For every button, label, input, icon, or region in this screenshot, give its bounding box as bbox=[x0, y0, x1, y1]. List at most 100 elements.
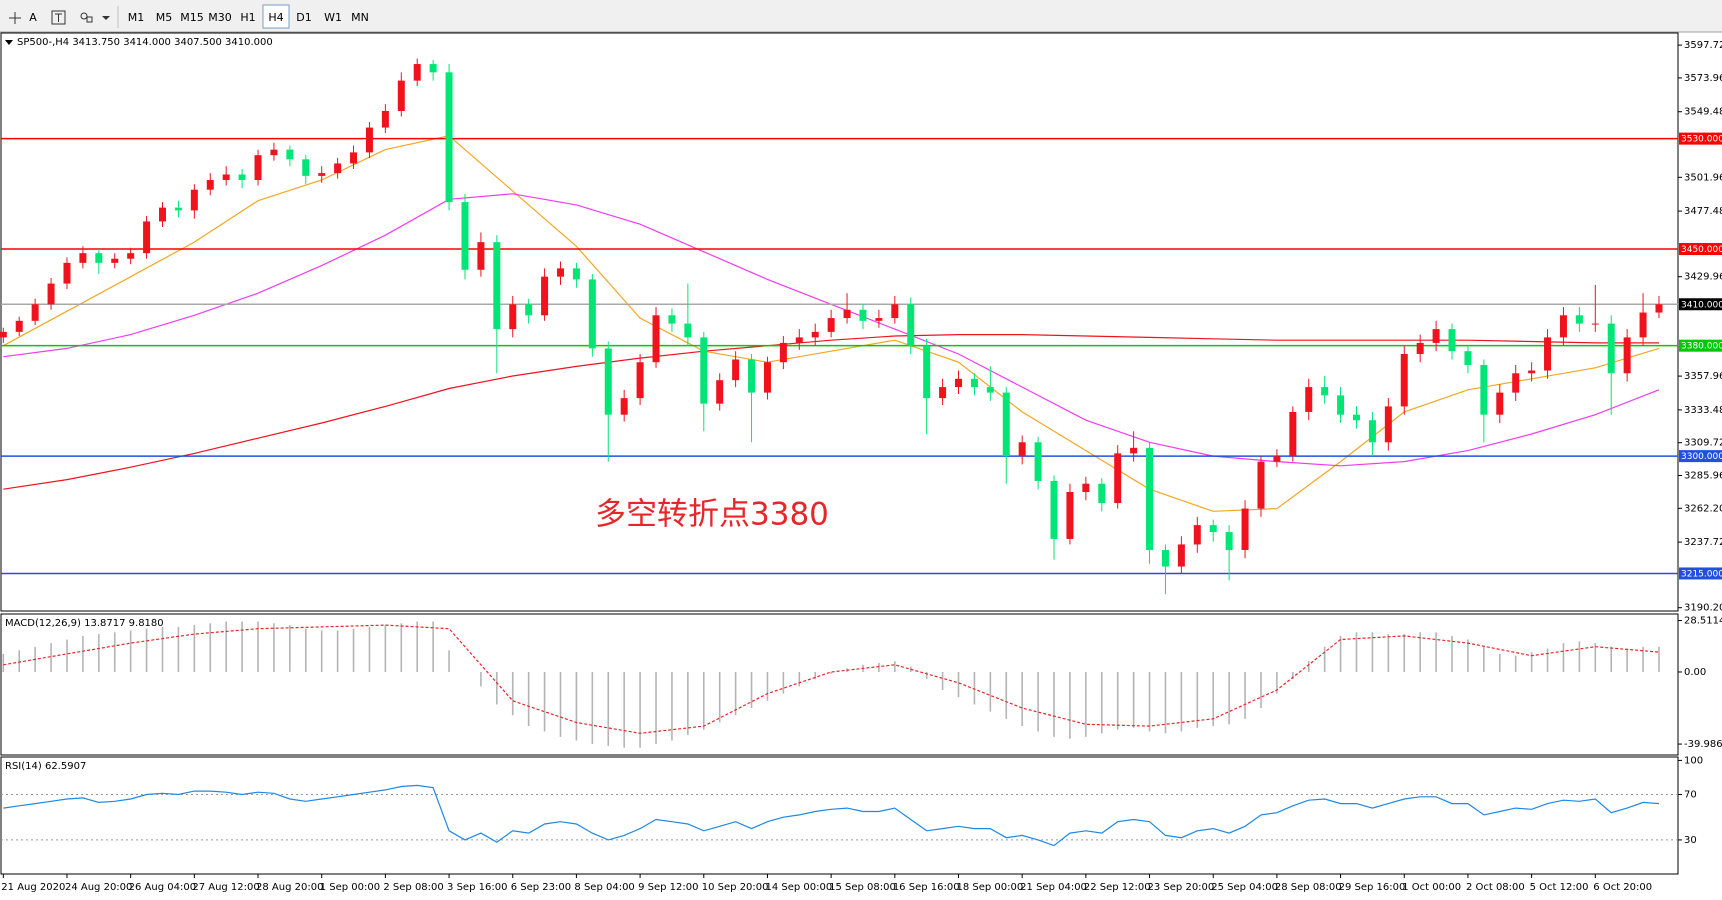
candle-body bbox=[541, 276, 549, 316]
level-label-box bbox=[1679, 450, 1722, 463]
candle-body bbox=[509, 304, 517, 330]
toolbar bbox=[0, 0, 1722, 32]
x-tick-label: 29 Sep 16:00 bbox=[1339, 882, 1406, 893]
candle-body bbox=[1257, 461, 1265, 509]
candle-body bbox=[1177, 544, 1185, 567]
candle-body bbox=[811, 331, 819, 338]
candle-body bbox=[445, 72, 453, 203]
candle-body bbox=[1034, 442, 1042, 481]
label-tool-icon[interactable] bbox=[51, 10, 66, 25]
candle-body bbox=[732, 359, 740, 381]
candle-body bbox=[0, 331, 7, 338]
timeframe-button[interactable]: H4 bbox=[268, 11, 283, 24]
timeframe-button[interactable]: MN bbox=[351, 11, 369, 24]
timeframe-button[interactable]: M5 bbox=[156, 11, 173, 24]
level-label: 3215.000 bbox=[1681, 569, 1722, 579]
x-tick-label: 10 Sep 20:00 bbox=[702, 882, 769, 893]
panel-menu-icon[interactable] bbox=[5, 40, 13, 45]
y-tick-label: 3357.960 bbox=[1684, 371, 1722, 382]
candle-body bbox=[222, 174, 230, 181]
y-tick-label: 3429.960 bbox=[1684, 272, 1722, 283]
candle-body bbox=[493, 242, 501, 330]
candle-body bbox=[143, 221, 151, 254]
candle-body bbox=[557, 268, 564, 277]
timeframe-button[interactable]: W1 bbox=[324, 11, 342, 24]
annotation: 多空转折点3380 bbox=[595, 497, 829, 533]
candle-body bbox=[477, 242, 485, 270]
selected-timeframe bbox=[262, 4, 290, 29]
timeframe-button[interactable]: H1 bbox=[240, 11, 255, 24]
x-tick-label: 24 Aug 20:00 bbox=[65, 882, 132, 893]
panel-title: RSI(14) 62.5907 bbox=[5, 761, 86, 772]
candle-body bbox=[716, 380, 724, 404]
candle-body bbox=[620, 398, 628, 415]
level-label: 3380.000 bbox=[1681, 342, 1722, 352]
candle-body bbox=[827, 318, 835, 332]
candle-body bbox=[1050, 480, 1058, 539]
candle-body bbox=[1512, 373, 1520, 393]
candle-body bbox=[1305, 387, 1313, 412]
x-tick-label: 21 Sep 04:00 bbox=[1020, 882, 1087, 893]
candle-body bbox=[1098, 483, 1106, 504]
y-tick-label: 3549.480 bbox=[1684, 107, 1722, 118]
candle-body bbox=[1528, 370, 1536, 374]
x-tick-label: 27 Aug 12:00 bbox=[192, 882, 259, 893]
candle-body bbox=[923, 345, 931, 399]
y-tick-label: 28.5114 bbox=[1684, 616, 1722, 627]
cursor-icon[interactable] bbox=[9, 12, 21, 24]
rsi-line bbox=[3, 784, 1660, 847]
candle-body bbox=[79, 253, 87, 263]
candle-body bbox=[1337, 395, 1345, 415]
x-tick-label: 3 Sep 16:00 bbox=[447, 882, 507, 893]
candle-body bbox=[1496, 392, 1504, 415]
candle-body bbox=[1623, 337, 1631, 374]
candle-body bbox=[1193, 525, 1201, 545]
x-tick-label: 14 Sep 00:00 bbox=[765, 882, 832, 893]
candle-body bbox=[1639, 312, 1647, 338]
y-tick-label: 3262.200 bbox=[1684, 503, 1722, 514]
candle-body bbox=[286, 149, 294, 160]
candle-body bbox=[1655, 304, 1663, 313]
shapes-icon[interactable] bbox=[80, 12, 110, 23]
candle-body bbox=[413, 64, 421, 81]
candle-body bbox=[31, 304, 39, 321]
candle-body bbox=[1018, 442, 1026, 457]
candle-body bbox=[365, 127, 373, 153]
level-label: 3410.000 bbox=[1681, 300, 1722, 310]
x-tick-label: 21 Aug 2020 bbox=[1, 882, 65, 893]
candle-body bbox=[47, 283, 55, 305]
candle-body bbox=[795, 337, 803, 343]
candle-body bbox=[1368, 420, 1376, 443]
chart-title: SP500-,H4 3413.750 3414.000 3407.500 341… bbox=[17, 37, 273, 48]
candle-body bbox=[1289, 411, 1297, 457]
candle-body bbox=[1400, 353, 1408, 407]
timeframe-button[interactable]: M15 bbox=[180, 11, 204, 24]
timeframe-button[interactable]: M1 bbox=[128, 11, 145, 24]
candle-body bbox=[190, 189, 198, 211]
candle-body bbox=[318, 173, 326, 176]
x-tick-label: 28 Aug 20:00 bbox=[256, 882, 323, 893]
candle-body bbox=[15, 320, 23, 332]
macd-panel bbox=[0, 613, 1679, 756]
x-tick-label: 2 Oct 08:00 bbox=[1466, 882, 1525, 893]
level-label: 3450.000 bbox=[1681, 245, 1722, 255]
candle-body bbox=[1544, 337, 1552, 371]
candle-body bbox=[270, 149, 278, 156]
y-tick-label: 3573.960 bbox=[1684, 73, 1722, 84]
candle-body bbox=[652, 315, 660, 363]
candle-body bbox=[1002, 392, 1010, 457]
level-label: 3300.000 bbox=[1681, 452, 1722, 462]
y-tick-label: 3477.480 bbox=[1684, 206, 1722, 217]
candle-body bbox=[302, 159, 310, 176]
text-tool[interactable]: A bbox=[29, 11, 37, 24]
y-tick-label: 3501.960 bbox=[1684, 172, 1722, 183]
candle-body bbox=[1241, 508, 1249, 550]
timeframe-button[interactable]: D1 bbox=[296, 11, 311, 24]
level-label-box bbox=[1679, 132, 1722, 145]
timeframe-button[interactable]: M30 bbox=[208, 11, 232, 24]
candle-body bbox=[63, 262, 71, 284]
candle-body bbox=[891, 304, 899, 319]
candle-body bbox=[700, 337, 708, 404]
